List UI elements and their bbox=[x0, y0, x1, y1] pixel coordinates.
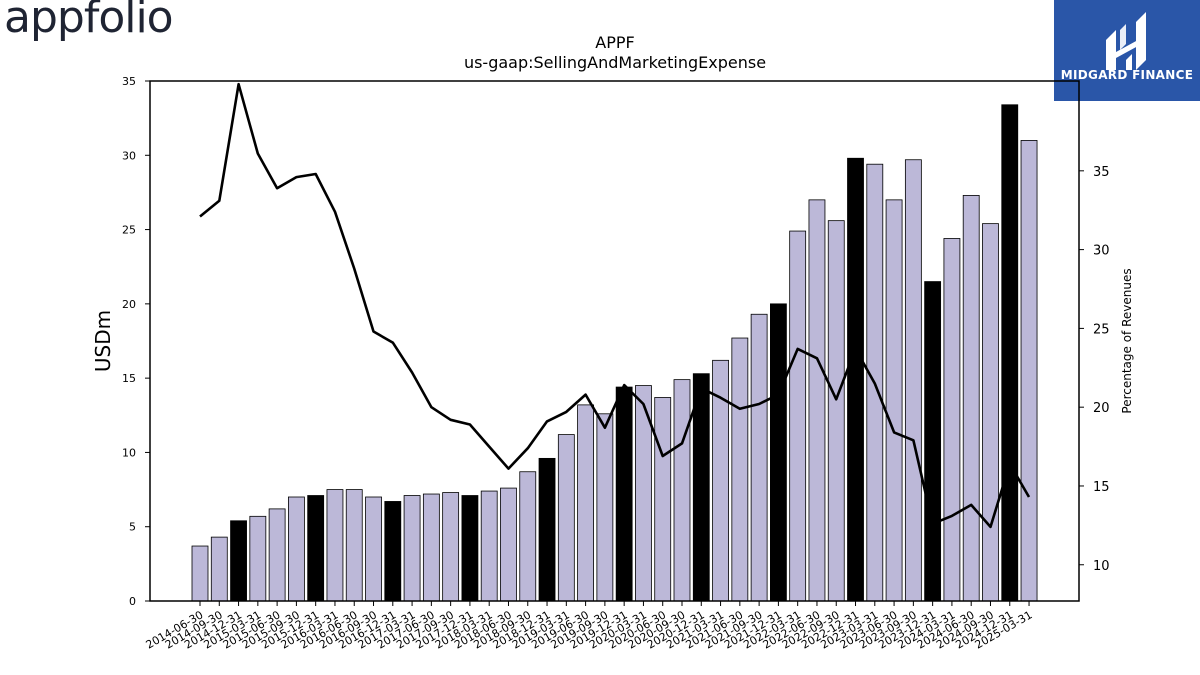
bar bbox=[403, 495, 421, 602]
bar bbox=[654, 397, 672, 602]
bar bbox=[982, 223, 999, 602]
chart-title: APPF bbox=[595, 33, 634, 52]
bar bbox=[268, 508, 286, 602]
bar bbox=[750, 313, 768, 602]
bar bbox=[557, 434, 575, 602]
bar bbox=[480, 490, 498, 602]
bar bbox=[230, 520, 247, 602]
brand-name: MIDGARD FINANCE bbox=[1060, 68, 1194, 82]
bar bbox=[885, 199, 903, 602]
x-axis: 2014-06-302014-09-302014-12-312015-03-31… bbox=[144, 601, 1035, 652]
bar bbox=[924, 281, 942, 602]
y2-tick-label: 35 bbox=[1093, 165, 1110, 180]
appfolio-logo: appfolio bbox=[4, 0, 174, 43]
bar bbox=[615, 386, 633, 602]
y-tick-label: 15 bbox=[122, 372, 136, 385]
bar bbox=[770, 303, 787, 602]
y-tick-label: 10 bbox=[122, 446, 136, 459]
y2-tick-label: 10 bbox=[1093, 559, 1110, 574]
bar bbox=[422, 493, 440, 602]
y-tick-label: 30 bbox=[122, 149, 136, 162]
bar bbox=[210, 536, 228, 602]
y-tick-label: 25 bbox=[122, 224, 136, 237]
percentage-line bbox=[199, 82, 1031, 529]
bar bbox=[962, 194, 980, 602]
bar bbox=[847, 157, 864, 602]
y-tick-label: 20 bbox=[122, 298, 136, 311]
y2-tick-label: 25 bbox=[1093, 322, 1110, 337]
y2-tick-label: 15 bbox=[1093, 480, 1110, 495]
bar bbox=[1001, 104, 1019, 602]
bar bbox=[673, 379, 691, 602]
y2-tick-label: 20 bbox=[1093, 401, 1110, 416]
y2-axis-label: Percentage of Revenues bbox=[1120, 268, 1134, 413]
bar bbox=[519, 471, 537, 602]
bar bbox=[345, 489, 363, 602]
bar bbox=[596, 413, 614, 602]
bar bbox=[538, 457, 556, 602]
bar bbox=[461, 495, 479, 602]
bar bbox=[943, 238, 961, 602]
bar bbox=[1020, 140, 1038, 602]
brand-badge: MIDGARD FINANCE bbox=[1054, 0, 1200, 101]
bar bbox=[731, 337, 749, 602]
bar bbox=[904, 159, 922, 602]
bar bbox=[384, 501, 402, 602]
bar bbox=[577, 404, 594, 602]
y-axis-label: USDm bbox=[91, 310, 115, 372]
bar bbox=[827, 220, 845, 602]
chart-subtitle: us-gaap:SellingAndMarketingExpense bbox=[464, 53, 766, 72]
left-axis: 0 5 10 15 20 25 30 35 bbox=[122, 75, 150, 608]
bar bbox=[249, 515, 267, 602]
bar bbox=[191, 545, 209, 602]
plot-frame bbox=[149, 80, 1080, 602]
bar bbox=[307, 495, 325, 602]
y-tick-label: 0 bbox=[129, 595, 136, 608]
bar bbox=[808, 199, 826, 602]
bar bbox=[365, 496, 382, 602]
bar bbox=[500, 487, 517, 602]
bar bbox=[326, 489, 344, 602]
y2-tick-label: 30 bbox=[1093, 244, 1110, 259]
bar bbox=[287, 496, 305, 602]
bar bbox=[789, 230, 807, 602]
y-tick-label: 35 bbox=[122, 75, 136, 88]
bar bbox=[442, 492, 460, 602]
right-axis: 10 15 20 25 30 35 bbox=[1079, 165, 1110, 574]
series-line bbox=[199, 82, 1031, 529]
y-tick-label: 5 bbox=[129, 521, 136, 534]
